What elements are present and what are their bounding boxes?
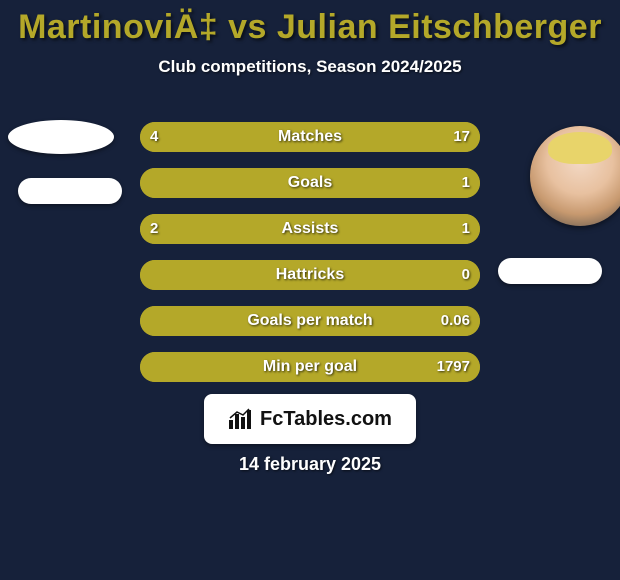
stat-bars: 417Matches 1Goals 21Assists 0Hattricks 0.06G… bbox=[140, 122, 480, 398]
player-left-name-pill bbox=[18, 178, 122, 204]
stat-label: Goals per match bbox=[140, 306, 480, 336]
stat-row: 21Assists bbox=[140, 214, 480, 244]
page-subtitle: Club competitions, Season 2024/2025 bbox=[0, 57, 620, 77]
stat-row: 1Goals bbox=[140, 168, 480, 198]
stat-label: Hattricks bbox=[140, 260, 480, 290]
stat-row: 1797Min per goal bbox=[140, 352, 480, 382]
bar-chart-icon bbox=[228, 408, 254, 430]
stat-label: Goals bbox=[140, 168, 480, 198]
comparison-infographic: MartinoviÄ‡ vs Julian Eitschberger Club … bbox=[0, 0, 620, 580]
page-title: MartinoviÄ‡ vs Julian Eitschberger bbox=[0, 0, 620, 47]
stat-row: 417Matches bbox=[140, 122, 480, 152]
stat-row: 0.06Goals per match bbox=[140, 306, 480, 336]
branding-text: FcTables.com bbox=[260, 408, 392, 431]
stat-label: Matches bbox=[140, 122, 480, 152]
player-left-ellipse bbox=[8, 120, 114, 154]
stat-label: Assists bbox=[140, 214, 480, 244]
player-right-avatar bbox=[530, 126, 620, 226]
stat-label: Min per goal bbox=[140, 352, 480, 382]
player-right-name-pill bbox=[498, 258, 602, 284]
date-text: 14 february 2025 bbox=[0, 454, 620, 475]
stat-row: 0Hattricks bbox=[140, 260, 480, 290]
avatar-face-icon bbox=[530, 126, 620, 226]
branding-badge: FcTables.com bbox=[204, 394, 416, 444]
avatar-circle bbox=[530, 126, 620, 226]
